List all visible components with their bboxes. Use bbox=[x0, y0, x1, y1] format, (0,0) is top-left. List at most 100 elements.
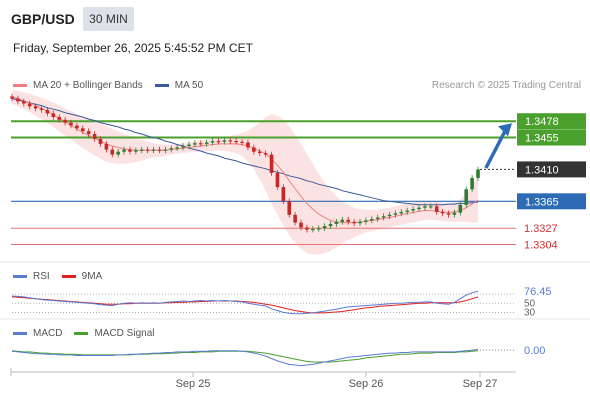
resistance-label-1.3455: 1.3455 bbox=[525, 133, 559, 145]
candle-body bbox=[346, 219, 351, 222]
legend-label-ma50: MA 50 bbox=[174, 80, 204, 91]
candle-body bbox=[446, 213, 451, 215]
candle-body bbox=[80, 128, 85, 132]
candle-body bbox=[222, 140, 227, 142]
candle-body bbox=[75, 125, 79, 129]
candle-body bbox=[157, 149, 162, 151]
candle-body bbox=[311, 228, 315, 231]
candle-body bbox=[69, 122, 73, 126]
candle-body bbox=[287, 201, 292, 215]
macd-last-value: 0.00 bbox=[524, 345, 545, 357]
candle-body bbox=[98, 138, 103, 144]
support-label-1.3304: 1.3304 bbox=[524, 240, 558, 252]
rsi-value-bg bbox=[519, 284, 559, 298]
candle-body bbox=[263, 153, 268, 155]
ma50-level-badge bbox=[517, 193, 586, 210]
candle-body bbox=[423, 206, 427, 208]
candle-body bbox=[470, 177, 474, 190]
candle-body bbox=[110, 149, 115, 155]
timeframe-button[interactable]: 30 MIN bbox=[83, 7, 134, 31]
candle-body bbox=[399, 211, 404, 214]
macd-legend: MACD MACD Signal bbox=[13, 328, 166, 339]
bollinger-band-area bbox=[12, 90, 478, 255]
candle-body bbox=[370, 219, 374, 221]
candle-body bbox=[39, 108, 44, 110]
candle-body bbox=[204, 142, 209, 144]
candle-body bbox=[375, 217, 380, 220]
current-price-badge bbox=[517, 161, 586, 178]
candle-body bbox=[216, 141, 221, 143]
time-label-2: Sep 27 bbox=[463, 378, 498, 390]
candle-body bbox=[299, 222, 303, 228]
ma50-line bbox=[11, 98, 479, 206]
9ma-swatch bbox=[61, 275, 76, 278]
legend-item-rsi: RSI bbox=[13, 271, 50, 282]
candle-body bbox=[246, 142, 250, 148]
rsi-level-label-30: 30 bbox=[524, 307, 536, 318]
candle-body bbox=[328, 223, 333, 227]
candle-body bbox=[86, 131, 91, 134]
candle-body bbox=[281, 187, 286, 202]
candle-body bbox=[381, 216, 386, 218]
candle-body bbox=[387, 214, 392, 217]
rsi-legend: RSI 9MA bbox=[13, 271, 114, 282]
candle-body bbox=[175, 147, 179, 149]
candle-body bbox=[240, 141, 244, 143]
target-arrow-shaft bbox=[484, 128, 508, 169]
candle-body bbox=[228, 140, 233, 142]
legend-item-ma20: MA 20 + Bollinger Bands bbox=[13, 80, 143, 91]
rsi-swatch bbox=[13, 275, 27, 278]
symbol-title: GBP/USD bbox=[11, 11, 75, 27]
candle-body bbox=[429, 206, 433, 208]
main-legend: MA 20 + Bollinger Bands MA 50 bbox=[13, 80, 215, 91]
candle-body bbox=[322, 226, 327, 229]
target-arrow-head bbox=[498, 123, 512, 137]
candle-body bbox=[63, 119, 67, 123]
candle-body bbox=[458, 204, 463, 213]
macd-signal-swatch bbox=[74, 332, 89, 335]
candle-body bbox=[364, 220, 368, 222]
ma20-swatch bbox=[13, 84, 27, 87]
candle-body bbox=[452, 212, 457, 215]
candle-body bbox=[163, 149, 168, 151]
candle-body bbox=[57, 116, 61, 120]
legend-label-rsi: RSI bbox=[33, 271, 50, 282]
candle-body bbox=[21, 101, 26, 104]
candle-body bbox=[27, 103, 32, 107]
rsi-line bbox=[11, 290, 479, 315]
legend-item-macd-signal: MACD Signal bbox=[74, 328, 154, 339]
candle-body bbox=[145, 149, 150, 151]
chart-datetime: Friday, September 26, 2025 5:45:52 PM CE… bbox=[13, 41, 253, 55]
legend-label-macd-signal: MACD Signal bbox=[94, 328, 155, 339]
time-label-0: Sep 25 bbox=[176, 378, 211, 390]
candle-body bbox=[293, 214, 297, 223]
ma50-swatch bbox=[154, 84, 169, 87]
candle-body bbox=[187, 144, 191, 147]
candle-body bbox=[275, 172, 280, 188]
candle-body bbox=[358, 221, 362, 224]
legend-label-9ma: 9MA bbox=[81, 271, 103, 282]
candle-body bbox=[334, 221, 339, 224]
candle-body bbox=[51, 113, 56, 117]
ma20-line bbox=[11, 96, 479, 224]
candle-body bbox=[116, 151, 120, 155]
rsi-last-value: 76.45 bbox=[524, 286, 552, 298]
candle-body bbox=[193, 143, 197, 145]
candle-body bbox=[305, 227, 309, 230]
candle-body bbox=[139, 149, 144, 151]
candle-body bbox=[405, 210, 410, 212]
support-label-1.3327: 1.3327 bbox=[524, 223, 558, 235]
macd-line bbox=[11, 349, 479, 367]
candle-body bbox=[393, 213, 398, 215]
current-price-label: 1.3410 bbox=[525, 164, 559, 176]
resistance-badge-1.3455 bbox=[517, 129, 586, 146]
research-credit: Research © 2025 Trading Central bbox=[431, 80, 581, 91]
candle-body bbox=[198, 143, 203, 145]
candle-body bbox=[92, 133, 97, 139]
legend-item-ma50: MA 50 bbox=[154, 80, 204, 91]
rsi-level-label-50: 50 bbox=[524, 298, 536, 309]
candle-body bbox=[234, 141, 238, 143]
candle-body bbox=[434, 206, 439, 212]
candle-body bbox=[151, 149, 156, 151]
